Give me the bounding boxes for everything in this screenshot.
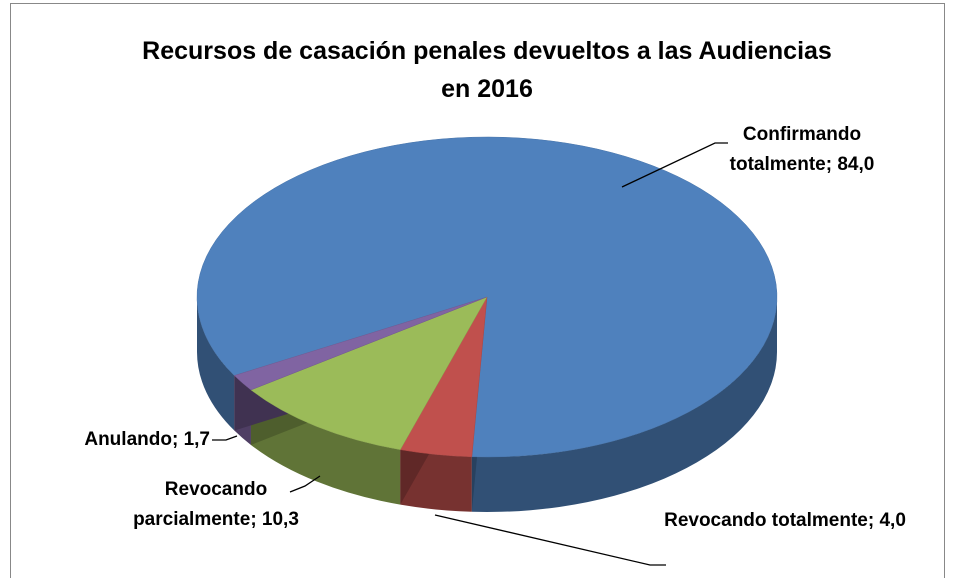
label-value: 4,0 xyxy=(879,510,906,531)
label-category: Revocando parcialmente xyxy=(133,479,268,530)
label-value: 10,3 xyxy=(261,509,299,530)
slice-side xyxy=(471,297,777,513)
chart-border xyxy=(10,3,945,578)
data-label: Confirmando totalmente; 84,0 xyxy=(712,120,892,180)
chart-title: Recursos de casación penales devueltos a… xyxy=(142,37,832,103)
leader-line xyxy=(621,142,728,188)
label-separator: ; xyxy=(171,429,184,450)
leader-line xyxy=(434,514,666,566)
slice-side xyxy=(197,297,235,431)
data-label: Revocando parcialmente; 10,3 xyxy=(126,475,306,535)
label-category: Confirmando totalmente xyxy=(729,124,862,175)
label-category: Anulando xyxy=(84,429,172,450)
data-label: Revocando totalmente; 4,0 xyxy=(640,506,930,536)
label-separator: ; xyxy=(867,510,880,531)
label-category: Revocando totalmente xyxy=(664,510,868,531)
leader-line xyxy=(289,475,321,493)
label-value: 84,0 xyxy=(837,154,875,175)
slice xyxy=(233,296,488,391)
slice xyxy=(250,296,488,450)
label-separator: ; xyxy=(250,509,262,530)
label-value: 1,7 xyxy=(183,429,210,450)
leader-line xyxy=(212,435,238,441)
data-label: Anulando; 1,7 xyxy=(20,425,210,455)
label-separator: ; xyxy=(825,154,838,175)
